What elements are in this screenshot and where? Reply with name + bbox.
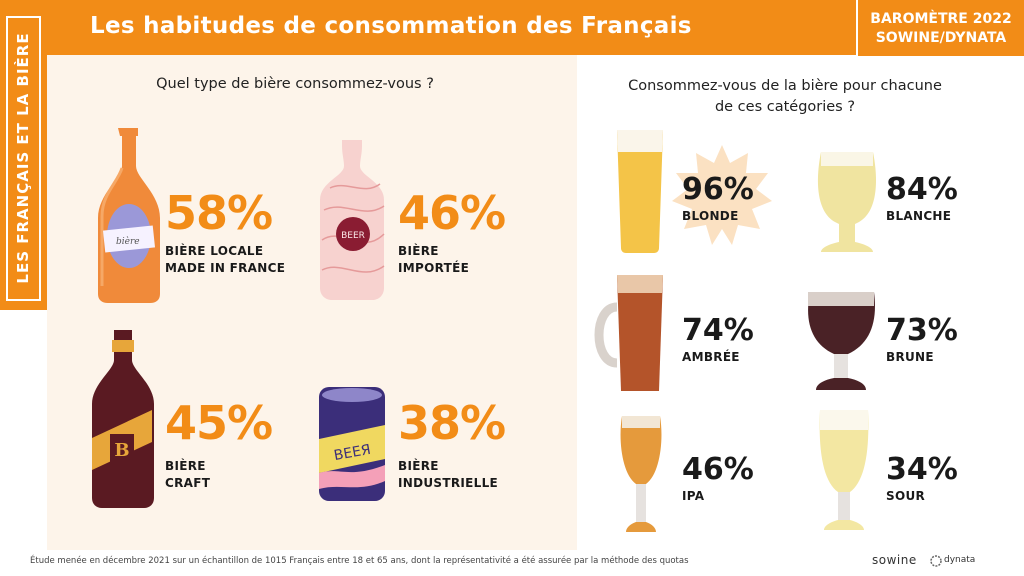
craft-beer-label: BIÈRE CRAFT [165, 459, 211, 490]
ipa-beer-glass-icon [620, 416, 662, 532]
blanche-label: BLANCHE [886, 209, 952, 223]
study-note: Étude menée en décembre 2021 sur un écha… [30, 556, 689, 566]
local-beer-bottle-icon: bière [98, 128, 160, 303]
sour-label: SOUR [886, 489, 926, 503]
blonde-percentage: 96% [682, 172, 754, 207]
badge-line-1: BAROMÈTRE 2022 [870, 11, 1012, 27]
beer-can-icon: BEEЯ [319, 387, 385, 501]
ipa-percentage: 46% [682, 452, 754, 487]
local-beer-label: BIÈRE LOCALE MADE IN FRANCE [165, 244, 286, 275]
svg-text:bière: bière [116, 236, 140, 247]
dynata-logo: dynata [944, 555, 976, 565]
craft-bottle-text: B [114, 440, 129, 461]
ambree-percentage: 74% [682, 313, 754, 348]
starburst-highlight [672, 145, 772, 245]
imported-beer-label: BIÈRE IMPORTÉE [398, 244, 470, 275]
industrial-beer-percentage: 38% [398, 396, 506, 450]
sour-beer-glass-icon [819, 410, 869, 530]
craft-beer-bottle-icon: B [92, 330, 154, 508]
brune-percentage: 73% [886, 313, 958, 348]
barometer-badge: BAROMÈTRE 2022 SOWINE/DYNATA [856, 0, 1024, 58]
imported-bottle-text: BEER [341, 231, 365, 241]
brune-label: BRUNE [886, 350, 934, 364]
sidebar-label: LES FRANÇAIS ET LA BIÈRE [14, 32, 32, 284]
sidebar: LES FRANÇAIS ET LA BIÈRE [0, 0, 47, 310]
imported-beer-percentage: 46% [398, 186, 506, 240]
blonde-label: BLONDE [682, 209, 739, 223]
white-beer-glass-icon [817, 152, 877, 252]
local-beer-percentage: 58% [165, 186, 273, 240]
ambree-label: AMBRÉE [682, 350, 740, 364]
amber-beer-mug-icon [594, 275, 663, 391]
sidebar-frame [6, 16, 41, 301]
header-bar [0, 0, 1024, 55]
imported-beer-bottle-icon: BEER [320, 140, 385, 300]
right-question: Consommez-vous de la bière pour chacune d… [628, 78, 942, 115]
sour-percentage: 34% [886, 452, 958, 487]
craft-beer-percentage: 45% [165, 396, 273, 450]
dynata-logo-icon [930, 555, 942, 567]
left-question: Quel type de bière consommez-vous ? [156, 76, 434, 92]
page-title: Les habitudes de consommation des França… [90, 13, 692, 39]
sowine-logo: sowine [872, 553, 917, 567]
blanche-percentage: 84% [886, 172, 958, 207]
ipa-label: IPA [682, 489, 705, 503]
industrial-beer-label: BIÈRE INDUSTRIELLE [398, 459, 499, 490]
badge-line-2: SOWINE/DYNATA [875, 30, 1007, 46]
brown-beer-glass-icon [808, 292, 875, 390]
can-text: BEEЯ [333, 442, 372, 464]
blonde-beer-glass-icon [617, 130, 663, 253]
